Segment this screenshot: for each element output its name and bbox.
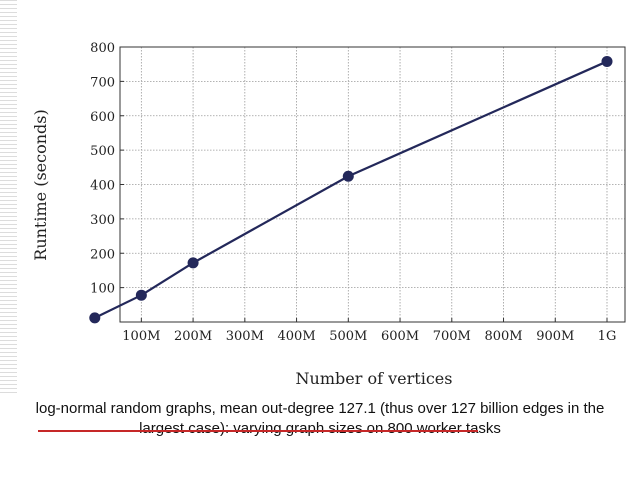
series-line	[94, 60, 608, 319]
y-tick-label: 200	[90, 247, 115, 262]
grid-lines	[120, 46, 625, 322]
x-tick-label: 700M	[433, 329, 471, 344]
data-point	[187, 257, 199, 269]
plot-frame	[119, 46, 626, 323]
slide-decoration-stripes	[0, 0, 17, 395]
y-tick-label: 500	[90, 144, 115, 159]
y-tick-label: 700	[90, 75, 115, 90]
y-tick-label: 100	[90, 282, 115, 297]
y-tick-label: 800	[90, 41, 115, 56]
red-rule-line	[38, 430, 478, 432]
series	[89, 55, 613, 324]
data-point	[89, 312, 101, 324]
x-tick-label: 200M	[174, 329, 212, 344]
figure-caption: log-normal random graphs, mean out-degre…	[35, 400, 605, 437]
x-tick-label: 600M	[381, 329, 419, 344]
data-point	[601, 55, 613, 67]
x-tick-label: 100M	[122, 329, 160, 344]
x-axis-title: Number of vertices	[296, 369, 453, 388]
data-point	[342, 170, 354, 182]
data-point	[135, 289, 147, 301]
x-tick-label: 300M	[226, 329, 264, 344]
y-axis-title: Runtime (seconds)	[31, 109, 50, 260]
x-tick-label: 900M	[536, 329, 574, 344]
x-tick-label: 500M	[329, 329, 367, 344]
runtime-line-chart: 100 200 300 400 500 600 700 800 100M 200M 300M 400M…	[31, 41, 626, 388]
tick-labels: 100 200 300 400 500 600 700 800 100M 200M 300M 400M…	[90, 41, 616, 344]
x-tick-label: 800M	[484, 329, 522, 344]
y-tick-label: 400	[90, 179, 115, 194]
axes	[119, 46, 626, 323]
y-tick-label: 300	[90, 213, 115, 228]
x-tick-label: 1G	[598, 329, 617, 344]
y-tick-label: 600	[90, 110, 115, 125]
x-tick-label: 400M	[278, 329, 316, 344]
